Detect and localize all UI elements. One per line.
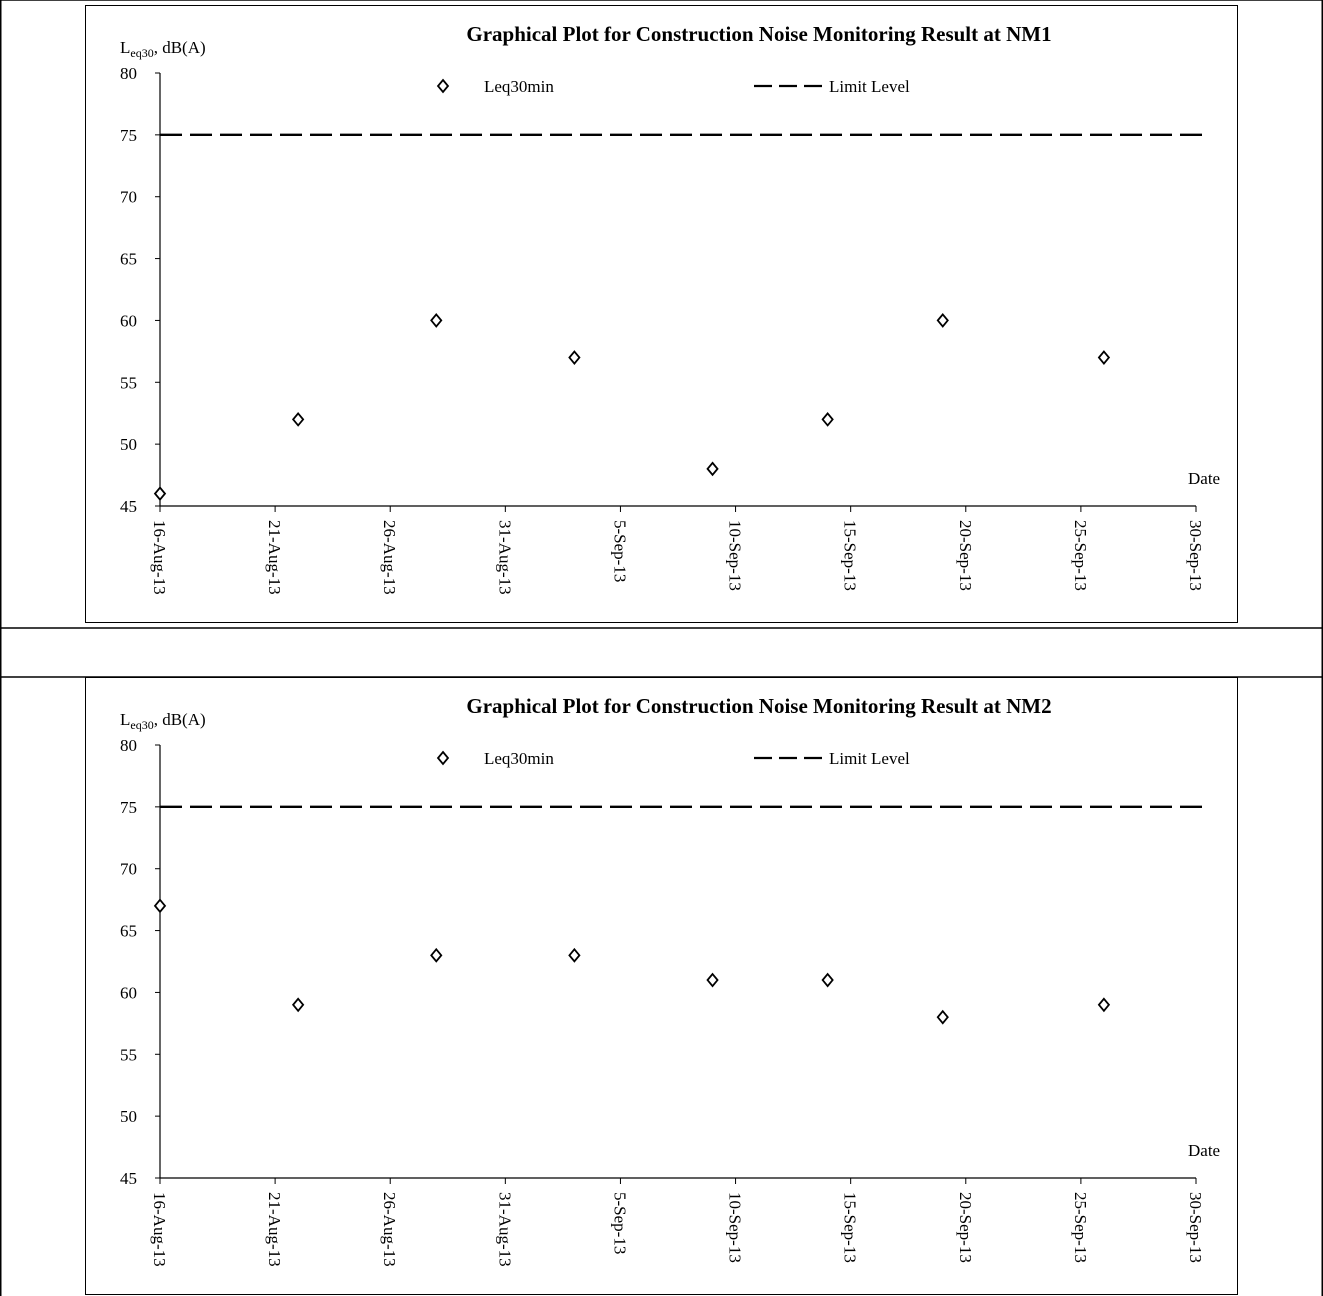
y-tick-label: 60 [120, 311, 137, 330]
data-point-leq30min [1097, 350, 1111, 365]
y-axis-label: Leq30, dB(A) [120, 38, 206, 60]
data-point-leq30min [1097, 997, 1111, 1013]
chart-nm2: Graphical Plot for Construction Noise Mo… [85, 677, 1238, 1295]
data-point-leq30min [153, 898, 167, 914]
x-tick-label: 16-Aug-13 [150, 520, 169, 595]
data-point-leq30min [568, 350, 581, 365]
x-tick-label: 30-Sep-13 [1186, 520, 1205, 591]
x-tick-label: 20-Sep-13 [956, 520, 975, 591]
y-tick-label: 65 [120, 250, 137, 269]
y-tick-label: 55 [120, 1045, 137, 1064]
data-point-leq30min [706, 972, 719, 988]
x-tick-label: 10-Sep-13 [726, 1192, 745, 1263]
legend-label-limit-level: Limit Level [829, 749, 910, 768]
y-tick-label: 65 [120, 922, 137, 941]
x-tick-label: 5-Sep-13 [610, 1192, 629, 1254]
x-tick-label: 15-Sep-13 [841, 520, 860, 591]
x-tick-label: 5-Sep-13 [610, 520, 629, 582]
data-point-leq30min [821, 972, 834, 988]
x-tick-label: 25-Sep-13 [1071, 520, 1090, 591]
x-tick-label: 20-Sep-13 [956, 1192, 975, 1263]
plot-area: 45 50 55 60 65 70 75 80 16-Aug-13 21-Aug-13 26-Aug… [120, 64, 1210, 595]
y-tick-label: 70 [120, 860, 137, 879]
legend: Leq30min Limit Level [436, 77, 910, 96]
x-tick-label: 21-Aug-13 [265, 520, 284, 595]
data-point-leq30min [430, 947, 443, 963]
y-tick-label: 70 [120, 188, 137, 207]
data-point-leq30min [291, 997, 305, 1013]
chart-nm1: Graphical Plot for Construction Noise Mo… [85, 5, 1238, 623]
y-tick-label: 50 [120, 1107, 137, 1126]
data-point-leq30min [821, 411, 834, 427]
x-tick-label: 25-Sep-13 [1071, 1192, 1090, 1263]
x-tick-label: 26-Aug-13 [380, 1192, 399, 1267]
plot-area: 45 50 55 60 65 70 75 80 16-Aug-13 21-Aug-13 26-Aug… [120, 736, 1210, 1267]
x-tick-label: 31-Aug-13 [495, 1192, 514, 1267]
legend-diamond-marker [436, 750, 450, 766]
x-axis-label: Date [1188, 469, 1220, 488]
data-point-leq30min [936, 313, 949, 328]
data-point-leq30min [936, 1009, 949, 1025]
data-point-leq30min [706, 461, 719, 477]
legend: Leq30min Limit Level [436, 749, 910, 768]
y-tick-label: 45 [120, 1169, 137, 1188]
data-point-leq30min [568, 947, 581, 963]
y-tick-label: 50 [120, 435, 137, 454]
y-tick-label: 55 [120, 373, 137, 392]
x-tick-label: 21-Aug-13 [265, 1192, 284, 1267]
y-axis-label: Leq30, dB(A) [120, 710, 206, 732]
legend-label-leq30min: Leq30min [484, 77, 554, 96]
chart-area-border [85, 677, 1238, 1295]
chart-title: Graphical Plot for Construction Noise Mo… [466, 22, 1051, 46]
data-point-leq30min [291, 411, 305, 427]
data-point-leq30min [430, 313, 443, 328]
data-point-leq30min [153, 486, 167, 502]
x-axis-label: Date [1188, 1141, 1220, 1160]
x-tick-label: 16-Aug-13 [150, 1192, 169, 1267]
y-tick-label: 75 [120, 126, 137, 145]
x-tick-label: 31-Aug-13 [495, 520, 514, 595]
legend-label-leq30min: Leq30min [484, 749, 554, 768]
x-tick-label: 30-Sep-13 [1186, 1192, 1205, 1263]
legend-label-limit-level: Limit Level [829, 77, 910, 96]
x-tick-label: 10-Sep-13 [726, 520, 745, 591]
y-tick-label: 75 [120, 798, 137, 817]
x-tick-label: 15-Sep-13 [841, 1192, 860, 1263]
y-tick-label: 80 [120, 64, 137, 83]
chart-area-border [85, 5, 1238, 623]
y-tick-label: 80 [120, 736, 137, 755]
y-tick-label: 45 [120, 497, 137, 516]
x-tick-label: 26-Aug-13 [380, 520, 399, 595]
chart-title: Graphical Plot for Construction Noise Mo… [466, 694, 1051, 718]
y-tick-label: 60 [120, 983, 137, 1002]
legend-diamond-marker [436, 78, 450, 94]
